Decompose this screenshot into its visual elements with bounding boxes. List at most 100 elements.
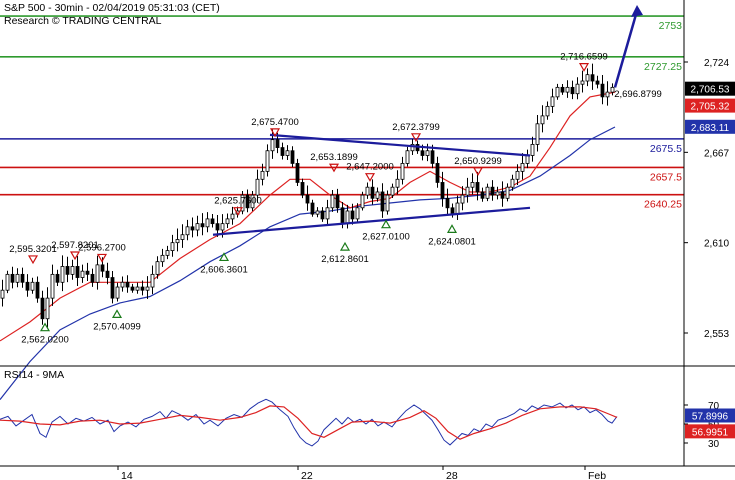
candle-body bbox=[540, 115, 545, 125]
candle-body bbox=[75, 266, 80, 278]
candle-body bbox=[445, 197, 450, 209]
price-tick-label: 2,553 bbox=[704, 329, 729, 340]
annotation-label: 2,647.2000 bbox=[346, 162, 394, 173]
candle-body bbox=[45, 297, 50, 320]
candle-body bbox=[565, 86, 570, 93]
candle-body bbox=[465, 186, 470, 196]
candle-body bbox=[240, 194, 245, 212]
candle-body bbox=[85, 270, 90, 275]
forecast-arrow-head bbox=[631, 4, 643, 17]
chart-title: S&P 500 - 30min - 02/04/2019 05:31:03 (C… bbox=[4, 2, 220, 14]
level-label: 2727.25 bbox=[644, 61, 682, 73]
moving-averages bbox=[0, 91, 616, 400]
candle-body bbox=[595, 80, 600, 85]
candle-body bbox=[265, 150, 270, 172]
candle-body bbox=[230, 213, 235, 220]
candle-body bbox=[35, 281, 40, 299]
candle-body bbox=[370, 186, 375, 199]
candle-body bbox=[305, 194, 310, 204]
candle-body bbox=[550, 96, 555, 107]
candle-body bbox=[250, 194, 255, 209]
candle-body bbox=[290, 150, 295, 164]
candle-body bbox=[485, 186, 490, 199]
candle-body bbox=[575, 83, 580, 95]
down-marker bbox=[328, 163, 340, 173]
annotation-label: 2,653.1899 bbox=[310, 152, 358, 163]
down-marker bbox=[69, 251, 81, 261]
rsi-tag-bg bbox=[685, 424, 735, 439]
candle-body bbox=[580, 80, 585, 85]
candle-body bbox=[295, 163, 300, 183]
ma-fast-line bbox=[0, 91, 616, 342]
annotation-label: 2,696.8799 bbox=[614, 89, 662, 100]
rsi-series-rsi bbox=[0, 398, 618, 447]
candle-body bbox=[330, 194, 335, 209]
candle-body bbox=[405, 150, 410, 164]
up-marker bbox=[339, 241, 351, 251]
candle-body bbox=[585, 74, 590, 82]
up-marker bbox=[111, 309, 123, 319]
annotation-label: 2,650.9299 bbox=[454, 156, 502, 167]
candle-body bbox=[205, 218, 210, 228]
candle-body bbox=[325, 207, 330, 220]
candle-body bbox=[110, 277, 115, 299]
candle-body bbox=[335, 194, 340, 209]
candle-body bbox=[10, 273, 15, 283]
candle-body bbox=[105, 270, 110, 278]
candle-body bbox=[365, 186, 370, 196]
candle-body bbox=[275, 139, 280, 148]
candle-body bbox=[410, 144, 415, 152]
candle-body bbox=[115, 286, 120, 299]
candle-body bbox=[70, 266, 75, 275]
candle-body bbox=[185, 226, 190, 236]
candle-body bbox=[480, 191, 485, 199]
candle-body bbox=[350, 210, 355, 220]
down-marker bbox=[364, 173, 376, 182]
candle-body bbox=[50, 273, 55, 299]
up-marker bbox=[380, 219, 392, 229]
candle-body bbox=[500, 191, 505, 199]
price-tag: 2,705.32 bbox=[691, 102, 730, 113]
candle-body bbox=[65, 266, 70, 275]
candle-body bbox=[25, 281, 30, 291]
time-tick-label: 14 bbox=[121, 470, 133, 480]
candle-body bbox=[15, 273, 20, 283]
price-tag-bg bbox=[685, 98, 735, 113]
annotation-label: 2,716.6599 bbox=[560, 52, 608, 63]
candle-body bbox=[475, 182, 480, 193]
price-tag: 2,706.53 bbox=[691, 85, 730, 96]
rsi-tick-label: 70 bbox=[708, 401, 720, 412]
rsi-tick-label: 30 bbox=[708, 439, 720, 450]
candle-body bbox=[195, 223, 200, 231]
candle-body bbox=[470, 182, 475, 188]
candle-body bbox=[570, 86, 575, 95]
candle-body bbox=[165, 250, 170, 256]
candle-body bbox=[385, 194, 390, 212]
ma-slow-line bbox=[0, 126, 616, 400]
candle-body bbox=[150, 273, 155, 288]
price-tag: 2,683.11 bbox=[691, 123, 730, 134]
level-label: 2675.5 bbox=[650, 143, 682, 155]
annotation-label: 2,570.4099 bbox=[93, 321, 141, 332]
candle-body bbox=[100, 264, 105, 272]
candle-body bbox=[395, 178, 400, 188]
rsi-tag: 56.9951 bbox=[692, 427, 729, 438]
candle-body bbox=[270, 139, 275, 152]
candle-body bbox=[0, 289, 5, 299]
annotation-label: 2,562.0200 bbox=[21, 335, 69, 346]
price-tick-label: 2,610 bbox=[704, 239, 729, 250]
candle-body bbox=[285, 150, 290, 156]
candle-body bbox=[90, 273, 95, 283]
candle-body bbox=[380, 191, 385, 212]
rsi-series-ma bbox=[0, 405, 618, 440]
down-marker bbox=[27, 255, 39, 265]
candle-body bbox=[495, 191, 500, 196]
candle-body bbox=[200, 223, 205, 228]
candle-body bbox=[560, 86, 565, 93]
price-candles bbox=[0, 63, 615, 328]
candle-body bbox=[125, 281, 130, 288]
candle-body bbox=[530, 144, 535, 156]
annotation-label: 2,675.4700 bbox=[251, 117, 299, 128]
candle-body bbox=[460, 194, 465, 204]
